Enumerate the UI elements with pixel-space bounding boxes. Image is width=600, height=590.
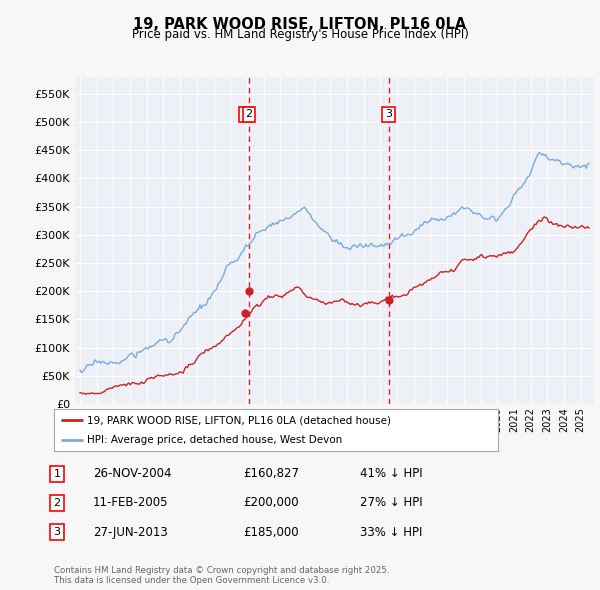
Text: 19, PARK WOOD RISE, LIFTON, PL16 0LA: 19, PARK WOOD RISE, LIFTON, PL16 0LA	[133, 17, 467, 31]
Text: 2: 2	[53, 498, 61, 507]
Text: Price paid vs. HM Land Registry's House Price Index (HPI): Price paid vs. HM Land Registry's House …	[131, 28, 469, 41]
Text: 3: 3	[53, 527, 61, 537]
Text: Contains HM Land Registry data © Crown copyright and database right 2025.
This d: Contains HM Land Registry data © Crown c…	[54, 566, 389, 585]
Text: HPI: Average price, detached house, West Devon: HPI: Average price, detached house, West…	[88, 435, 343, 445]
Text: £185,000: £185,000	[243, 526, 299, 539]
Text: 19, PARK WOOD RISE, LIFTON, PL16 0LA (detached house): 19, PARK WOOD RISE, LIFTON, PL16 0LA (de…	[88, 415, 391, 425]
Text: 27% ↓ HPI: 27% ↓ HPI	[360, 496, 422, 509]
Text: £160,827: £160,827	[243, 467, 299, 480]
Text: £200,000: £200,000	[243, 496, 299, 509]
Text: 1: 1	[53, 469, 61, 478]
Text: 26-NOV-2004: 26-NOV-2004	[93, 467, 172, 480]
Text: 27-JUN-2013: 27-JUN-2013	[93, 526, 168, 539]
Text: 11-FEB-2005: 11-FEB-2005	[93, 496, 169, 509]
Text: 41% ↓ HPI: 41% ↓ HPI	[360, 467, 422, 480]
Text: 33% ↓ HPI: 33% ↓ HPI	[360, 526, 422, 539]
Text: 3: 3	[385, 109, 392, 119]
Text: 2: 2	[245, 109, 253, 119]
Text: 1: 1	[242, 109, 249, 119]
